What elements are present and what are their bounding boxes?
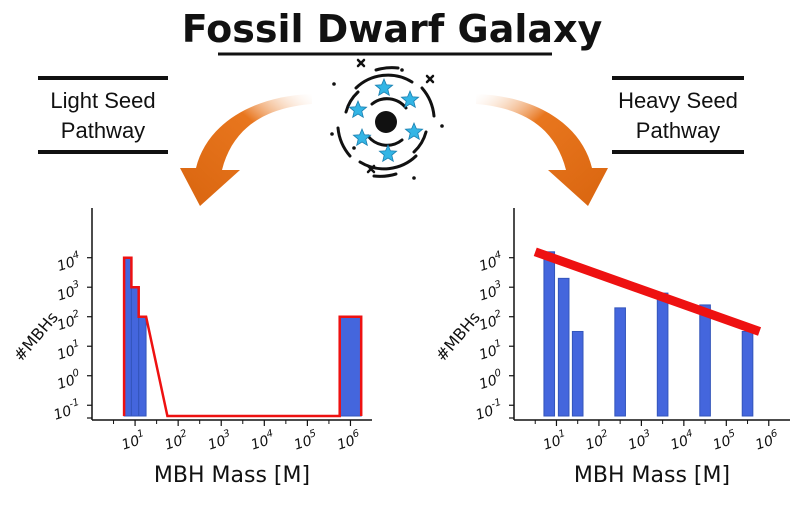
y-tick-label: 102 [54, 308, 83, 334]
x-tick-label: 105 [710, 428, 739, 454]
y-tick-label: 103 [54, 279, 83, 305]
y-tick-label: 101 [54, 338, 83, 364]
left-arrow-icon [180, 94, 312, 206]
y-tick-label: 101 [476, 338, 505, 364]
star-icon [352, 127, 372, 147]
y-tick-label: 104 [476, 249, 505, 275]
heavy-seed-chart: 101 102 103 104 105 106 104 103 102 101 100 10-1 MBH… [432, 208, 790, 488]
right-label-line2: Pathway [636, 118, 720, 143]
left-label-line2: Pathway [61, 118, 145, 143]
x-tick-label: 101 [119, 428, 148, 454]
star-icon [400, 89, 420, 109]
x-tick-label: 102 [583, 428, 612, 454]
y-tick-label: 103 [476, 279, 505, 305]
star-icon [404, 121, 424, 141]
y-tick-label: 100 [54, 367, 83, 393]
diagram-title: Fossil Dwarf Galaxy [182, 7, 603, 51]
trend-line [533, 247, 762, 336]
y-tick-label: 10-1 [51, 397, 83, 424]
light-seed-chart: 101 102 103 104 105 106 104 103 102 101 100 10-1 MBH… [10, 208, 372, 488]
bar-12 [339, 316, 362, 417]
bar-5 [656, 292, 669, 417]
y-axis-title: #MBHs [432, 308, 484, 365]
bar-3 [571, 330, 584, 417]
x-axis-title: MBH Mass [M] [574, 463, 730, 488]
x-tick-label: 103 [625, 428, 654, 454]
bar-4 [614, 307, 626, 417]
x-tick-label: 106 [334, 428, 363, 454]
x-tick-label: 105 [291, 428, 320, 454]
bar-1 [543, 251, 556, 417]
left-label-line1: Light Seed [50, 88, 155, 113]
star-icon [374, 77, 394, 97]
y-tick-label: 104 [54, 249, 83, 275]
x-tick-label: 102 [162, 428, 191, 454]
bar-7 [741, 330, 754, 417]
galaxy-icon [330, 58, 444, 180]
x-tick-label: 104 [668, 428, 697, 454]
x-tick-label: 106 [753, 428, 782, 454]
x-axis-title: MBH Mass [M] [154, 463, 310, 488]
y-tick-label: 102 [476, 308, 505, 334]
bar-6 [699, 304, 711, 417]
bar-2 [557, 277, 570, 417]
y-tick-label: 100 [476, 367, 505, 393]
x-tick-label: 104 [248, 428, 277, 454]
y-tick-label: 10-1 [473, 397, 505, 424]
x-tick-label: 103 [205, 428, 234, 454]
right-label-line1: Heavy Seed [618, 88, 738, 113]
star-icon [348, 99, 368, 119]
distribution-outline [122, 256, 363, 418]
bar-3 [138, 316, 147, 417]
star-icon [378, 143, 398, 163]
right-arrow-icon [476, 94, 608, 206]
x-tick-label: 101 [540, 428, 569, 454]
y-axis-title: #MBHs [10, 308, 62, 365]
